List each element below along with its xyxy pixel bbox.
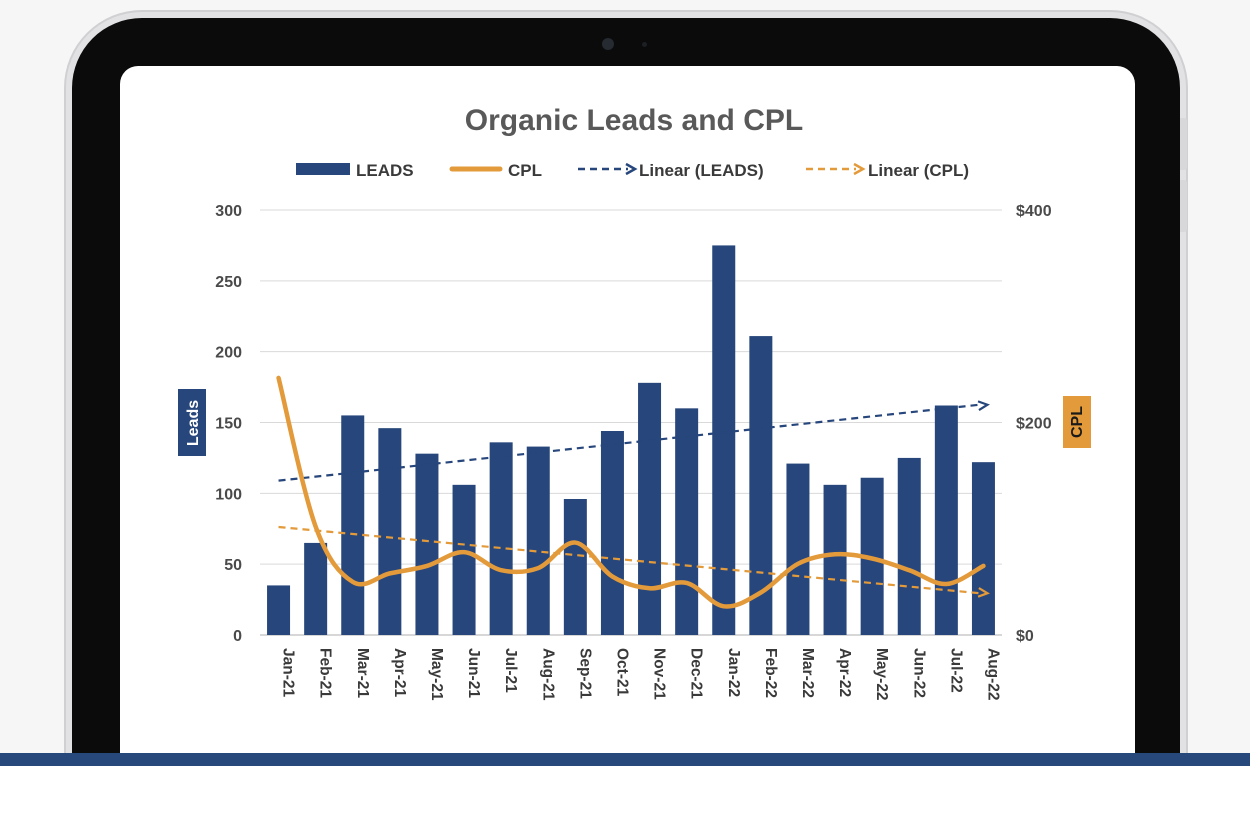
leads-bar (638, 382, 662, 635)
leads-bar (749, 336, 773, 635)
y-left-tick-label: 50 (224, 557, 242, 574)
combo-chart: Organic Leads and CPL LEADS CPL Linear (… (178, 104, 1091, 701)
x-tick-label: Jun-21 (465, 648, 482, 698)
leads-bars (267, 245, 995, 635)
cpl-line-path (276, 375, 986, 609)
y-left-tick-label: 300 (215, 203, 242, 220)
y-left-tick-label: 250 (215, 274, 242, 291)
x-tick-label: Apr-22 (836, 648, 853, 697)
y-axis-right-label: CPL (1069, 406, 1086, 438)
legend: LEADS CPL Linear (LEADS) Linear (CPL) (296, 161, 969, 180)
cpl-line (276, 375, 986, 609)
x-tick-label: Mar-21 (354, 648, 371, 698)
x-tick-label: Nov-21 (651, 648, 668, 700)
leads-bar (600, 431, 624, 635)
y-axis-right-title-badge (1063, 396, 1091, 448)
legend-label-cpl: CPL (508, 161, 542, 180)
legend-arrow-linear-leads-icon (625, 162, 638, 176)
leads-bar (304, 542, 328, 635)
x-tick-label: Jun-22 (910, 648, 927, 698)
power-button (1180, 180, 1187, 232)
y-axis-right-title: CPL (1063, 396, 1091, 448)
leads-bar (452, 484, 476, 635)
footer-bar (0, 753, 1250, 766)
x-tick-label: Jul-22 (947, 648, 964, 693)
sensor-dot (642, 42, 647, 47)
y-left-tick-label: 100 (215, 486, 242, 503)
x-tick-label: May-21 (428, 648, 445, 701)
y-right-tick-label: $0 (1016, 628, 1034, 645)
x-axis-labels: Jan-21 Feb-21 Mar-21 Apr-21 May-21 Jun-21 Jul-… (280, 648, 1002, 701)
gridlines (260, 209, 1002, 636)
leads-bar (563, 499, 587, 635)
y-left-tick-label: 150 (215, 416, 242, 433)
legend-label-linear-leads: Linear (LEADS) (639, 161, 764, 180)
y-axis-left-label: Leads (185, 400, 202, 446)
leads-bar (897, 457, 921, 635)
y-right-tick-label: $400 (1016, 203, 1052, 220)
leads-bar (341, 415, 365, 635)
x-tick-label: Feb-21 (317, 648, 334, 698)
chart-title: Organic Leads and CPL (465, 104, 803, 137)
legend-swatch-leads (296, 163, 350, 175)
trendline-cpl-arrow-icon (977, 587, 990, 598)
x-tick-label: Sep-21 (576, 648, 593, 699)
camera-icon (602, 38, 614, 50)
trendline-cpl (278, 525, 980, 595)
leads-bar (267, 585, 291, 635)
leads-bar (712, 245, 736, 635)
x-tick-label: Jan-21 (280, 648, 297, 697)
y-axis-right: $0 $200 $400 (1016, 203, 1052, 645)
leads-bar (786, 463, 810, 635)
tablet-screen: Organic Leads and CPL LEADS CPL Linear (… (120, 66, 1135, 778)
x-tick-label: Aug-22 (984, 648, 1001, 701)
leads-bar (415, 453, 439, 635)
y-left-tick-label: 0 (233, 628, 242, 645)
y-left-tick-label: 200 (215, 345, 242, 362)
x-tick-label: Jan-22 (725, 648, 742, 697)
y-axis-left-title-badge (178, 389, 206, 456)
x-tick-label: Aug-21 (539, 648, 556, 701)
leads-bar (934, 405, 958, 635)
trendline-leads (278, 403, 980, 482)
y-axis-left: 0 50 100 150 200 250 300 (215, 203, 242, 645)
x-tick-label: May-22 (873, 648, 890, 701)
footer-area (0, 766, 1250, 818)
leads-bar (378, 428, 402, 635)
leads-bar (526, 446, 550, 635)
trendline-leads-arrow-icon (977, 400, 990, 411)
x-tick-label: Dec-21 (688, 648, 705, 699)
x-tick-label: Apr-21 (391, 648, 408, 697)
legend-arrow-linear-cpl-icon (853, 162, 866, 176)
volume-button (1180, 118, 1187, 170)
x-tick-label: Mar-22 (799, 648, 816, 698)
x-tick-label: Oct-21 (613, 648, 630, 697)
leads-bar (489, 442, 513, 635)
y-axis-left-title: Leads (178, 389, 206, 456)
x-tick-label: Feb-22 (762, 648, 779, 698)
trendlines (278, 400, 990, 598)
legend-label-leads: LEADS (356, 161, 414, 180)
leads-bar (675, 408, 699, 635)
legend-label-linear-cpl: Linear (CPL) (868, 161, 969, 180)
leads-bar (823, 484, 847, 635)
x-tick-label: Jul-21 (502, 648, 519, 693)
leads-bar (971, 462, 995, 635)
y-right-tick-label: $200 (1016, 416, 1052, 433)
